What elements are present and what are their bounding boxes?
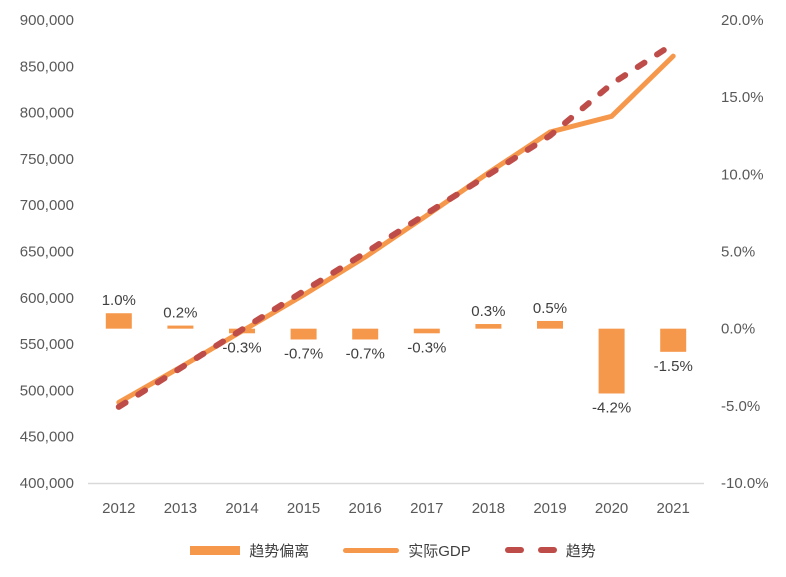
left-axis-tick-label: 750,000 [20, 151, 74, 168]
trend-line [115, 40, 677, 410]
left-axis-tick-label: 450,000 [20, 429, 74, 446]
deviation-bar [105, 313, 132, 329]
line-swatch-icon [343, 547, 400, 553]
x-axis-category-label: 2014 [225, 500, 258, 517]
right-axis-tick-label: -10.0% [721, 475, 769, 492]
right-axis-tick-label: 20.0% [721, 12, 764, 29]
dashed-line-swatch-icon [504, 547, 557, 553]
left-axis-tick-label: 800,000 [20, 105, 74, 122]
bar-data-label: 0.2% [163, 305, 197, 322]
x-axis-category-label: 2017 [410, 500, 443, 517]
x-axis-category-label: 2016 [349, 500, 382, 517]
bar-data-label: -0.3% [407, 339, 446, 356]
left-axis-tick-label: 900,000 [20, 12, 74, 29]
bar-data-label: -0.7% [346, 345, 385, 362]
legend-item-trend: 趋势 [504, 540, 596, 561]
x-axis-category-label: 2021 [657, 500, 690, 517]
left-axis-tick-label: 400,000 [20, 475, 74, 492]
bar-data-label: -0.3% [222, 339, 261, 356]
deviation-bar [660, 328, 687, 352]
right-axis-tick-label: 15.0% [721, 89, 764, 106]
right-axis-tick-label: -5.0% [721, 398, 760, 415]
left-axis-tick-label: 650,000 [20, 244, 74, 261]
x-axis-category-label: 2012 [102, 500, 135, 517]
bar-data-label: -0.7% [284, 345, 323, 362]
legend-item-actual-gdp: 实际GDP [343, 540, 471, 561]
left-axis-tick-label: 550,000 [20, 336, 74, 353]
deviation-bar [475, 324, 502, 329]
left-axis-tick-label: 850,000 [20, 58, 74, 75]
left-axis-tick-label: 500,000 [20, 382, 74, 399]
deviation-bar [352, 328, 379, 340]
bar-data-label: 0.5% [533, 300, 567, 317]
legend-label-actual-gdp: 实际GDP [408, 542, 471, 560]
x-axis-category-label: 2020 [595, 500, 628, 517]
deviation-bar [598, 328, 625, 394]
deviation-bar [413, 328, 440, 334]
deviation-bar [290, 328, 317, 340]
legend-label-trend-deviation: 趋势偏离 [249, 542, 310, 560]
legend-label-trend: 趋势 [565, 542, 596, 560]
x-axis-category-label: 2019 [533, 500, 566, 517]
bar-data-label: -1.5% [654, 358, 693, 375]
bar-data-label: 0.3% [471, 303, 505, 320]
x-axis-category-label: 2018 [472, 500, 505, 517]
x-axis-category-label: 2015 [287, 500, 320, 517]
left-axis-tick-label: 700,000 [20, 197, 74, 214]
deviation-bar [167, 325, 194, 329]
bar-swatch-icon [190, 545, 241, 555]
legend-item-trend-deviation: 趋势偏离 [190, 540, 309, 561]
left-axis-tick-label: 600,000 [20, 290, 74, 307]
right-axis-tick-label: 10.0% [721, 166, 764, 183]
x-axis-category-label: 2013 [164, 500, 197, 517]
right-axis-tick-label: 5.0% [721, 244, 755, 261]
deviation-bar [537, 320, 563, 329]
bar-data-label: 1.0% [102, 292, 136, 309]
right-axis-tick-label: 0.0% [721, 321, 755, 338]
bar-data-label: -4.2% [592, 399, 631, 416]
chart-legend: 趋势偏离 实际GDP 趋势 [0, 534, 786, 566]
actual-gdp-line [116, 53, 676, 405]
